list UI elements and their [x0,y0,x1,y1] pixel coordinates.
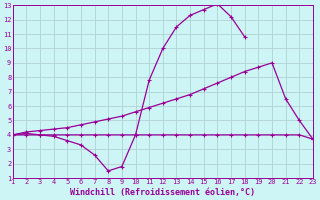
X-axis label: Windchill (Refroidissement éolien,°C): Windchill (Refroidissement éolien,°C) [70,188,255,197]
